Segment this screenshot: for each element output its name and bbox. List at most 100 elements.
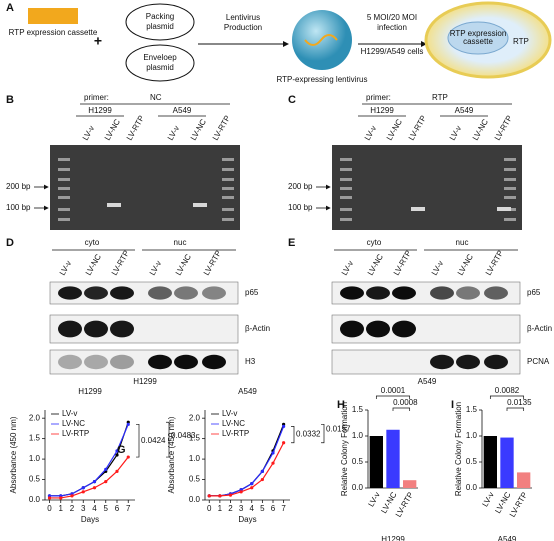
blot-band bbox=[110, 320, 134, 338]
x-tick-label: 1 bbox=[59, 504, 64, 513]
band bbox=[497, 207, 511, 211]
lane-label: LV-NC bbox=[174, 252, 193, 277]
lane-label: LV-NC bbox=[456, 252, 475, 277]
point bbox=[47, 496, 52, 500]
step-label: Lentivirus bbox=[226, 13, 260, 22]
p-value: 0.0082 bbox=[495, 386, 520, 395]
point bbox=[104, 479, 108, 484]
x-tick-label: 6 bbox=[271, 504, 276, 513]
blot-band bbox=[58, 320, 82, 338]
x-tick-label: 5 bbox=[104, 504, 109, 513]
y-tick-label: 1.0 bbox=[466, 431, 478, 440]
lane-label: LV-NC bbox=[189, 117, 208, 142]
ladder-band bbox=[58, 196, 70, 199]
bar bbox=[483, 436, 497, 488]
ladder-band bbox=[504, 218, 516, 221]
blot-band bbox=[202, 286, 226, 300]
virus-label: RTP-expressing lentivirus bbox=[277, 75, 368, 84]
y-tick-label: 0.0 bbox=[29, 495, 41, 504]
ladder-band bbox=[58, 168, 70, 171]
band bbox=[411, 207, 425, 211]
marker-label: 200 bp bbox=[6, 182, 31, 191]
blot-band bbox=[392, 320, 416, 338]
lane-label: LV-NC bbox=[366, 252, 385, 277]
y-tick-label: 2.0 bbox=[189, 413, 201, 422]
lane-label: LV-v bbox=[340, 259, 356, 277]
lane-label: LV-v bbox=[430, 259, 446, 277]
panel-label: B bbox=[6, 94, 14, 106]
ladder-band bbox=[504, 158, 516, 161]
marker-label: 200 bp bbox=[288, 182, 313, 191]
point bbox=[104, 467, 108, 471]
ladder-band bbox=[340, 196, 352, 199]
protein-label: PCNA bbox=[527, 357, 550, 366]
primer-label: primer: bbox=[366, 93, 391, 102]
lane-label: LV-v bbox=[448, 124, 464, 142]
legend-label: LV-RTP bbox=[222, 429, 249, 438]
p-value: 0.0424 bbox=[141, 436, 166, 445]
ladder-band bbox=[504, 187, 516, 190]
blot-band bbox=[340, 320, 364, 338]
y-tick-label: 1.0 bbox=[189, 454, 201, 463]
lane-label: LV-v bbox=[166, 124, 182, 142]
step-label: 5 MOI/20 MOI bbox=[367, 13, 417, 22]
y-tick-label: 0.0 bbox=[352, 483, 364, 492]
lane-label: LV-RTP bbox=[407, 114, 428, 142]
p-value: 0.0001 bbox=[381, 386, 406, 395]
p-value: 0.0135 bbox=[507, 398, 532, 407]
line-series bbox=[49, 424, 129, 497]
protein-label: H3 bbox=[245, 357, 256, 366]
blot-band bbox=[110, 354, 134, 370]
legend-label: LV-RTP bbox=[62, 429, 89, 438]
blot-band bbox=[110, 286, 134, 300]
y-tick-label: 0.0 bbox=[466, 483, 478, 492]
bar bbox=[517, 472, 531, 488]
y-axis-label: Relative Colony Formation bbox=[454, 402, 463, 496]
fraction-label: cyto bbox=[367, 238, 382, 247]
blot-band bbox=[174, 286, 198, 300]
point bbox=[115, 453, 119, 457]
lane-label: LV-v bbox=[363, 124, 379, 142]
panel-label: C bbox=[288, 94, 296, 106]
cell-label: A549 bbox=[418, 377, 437, 386]
panel-label: I bbox=[451, 399, 454, 411]
lane-label: LV-NC bbox=[84, 252, 103, 277]
primer-label: NC bbox=[150, 93, 162, 102]
panel-label: E bbox=[288, 237, 295, 249]
point bbox=[207, 494, 211, 498]
cell-label: H1299 bbox=[133, 377, 157, 386]
p-value: 0.0157 bbox=[326, 425, 351, 434]
y-axis-label: Relative Colony Formation bbox=[340, 402, 349, 496]
ladder-band bbox=[222, 187, 234, 190]
blot-band bbox=[392, 286, 416, 300]
point bbox=[81, 490, 85, 494]
lane-label: LV-v bbox=[58, 259, 74, 277]
bracket bbox=[166, 421, 170, 458]
bracket bbox=[321, 423, 325, 444]
bracket bbox=[489, 395, 525, 399]
x-tick-label: 4 bbox=[250, 504, 255, 513]
ladder-band bbox=[58, 178, 70, 181]
x-axis-label: Days bbox=[238, 515, 256, 524]
x-axis-label: A549 bbox=[498, 535, 517, 541]
blot-band bbox=[58, 286, 82, 300]
y-tick-label: 1.0 bbox=[352, 431, 364, 440]
bracket bbox=[506, 407, 525, 411]
lane-label: LV-v bbox=[148, 259, 164, 277]
y-tick-label: 0.5 bbox=[189, 475, 201, 484]
p-value: 0.0008 bbox=[393, 398, 418, 407]
blot-band bbox=[340, 286, 364, 300]
point bbox=[92, 486, 97, 490]
ladder-band bbox=[340, 158, 352, 161]
y-tick-label: 0.0 bbox=[189, 495, 201, 504]
line-series bbox=[49, 456, 129, 499]
plasmid-label: Enveloep bbox=[143, 53, 177, 62]
x-axis-label: H1299 bbox=[381, 535, 405, 541]
gel-image bbox=[332, 145, 522, 230]
cassette-box bbox=[28, 8, 78, 24]
marker-label: 100 bp bbox=[288, 203, 313, 212]
line-series bbox=[209, 442, 285, 497]
x-tick-label: 2 bbox=[70, 504, 75, 513]
point bbox=[260, 477, 264, 482]
panel-label: H bbox=[337, 399, 345, 411]
